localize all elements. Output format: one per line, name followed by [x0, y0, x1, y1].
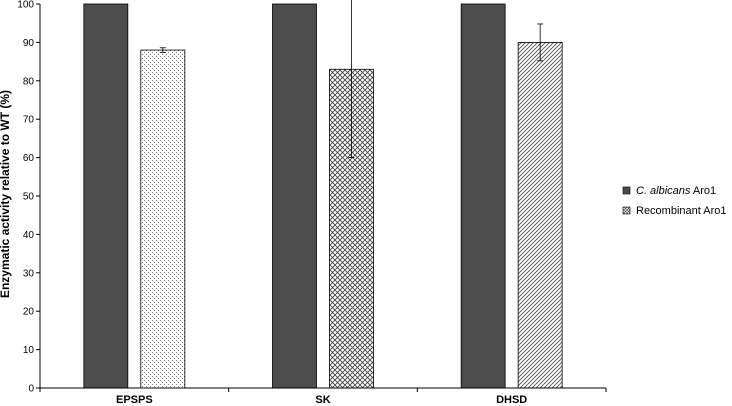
- x-axis: EPSPS SK DHSD: [39, 388, 607, 406]
- y-axis-label: Enzymatic activity relative to WT (%): [0, 90, 12, 298]
- y-tick-label: 10: [23, 345, 35, 356]
- legend-label-recombinant: Recombinant Aro1: [636, 205, 727, 217]
- y-tick-label: 30: [23, 268, 35, 279]
- y-tick-label: 100: [17, 0, 34, 11]
- bars: [83, 3, 563, 389]
- y-tick-label: 40: [23, 230, 35, 241]
- y-tick-label: 60: [23, 153, 35, 164]
- x-category-label: DHSD: [496, 394, 527, 406]
- x-category-label: SK: [315, 394, 330, 406]
- y-tick-label: 80: [23, 76, 35, 87]
- legend-swatch-recombinant: [622, 206, 631, 215]
- legend-label-albicans: C. albicans Aro1: [636, 185, 716, 197]
- bar-dhsd-series-0: [460, 3, 506, 389]
- y-tick-label: 70: [23, 115, 35, 126]
- bar-epsps-series-0: [83, 3, 129, 389]
- legend: C. albicans Aro1 Recombinant Aro1: [622, 185, 727, 217]
- error-bars: [159, 0, 544, 159]
- bar-dhsd-series-1: [517, 42, 563, 389]
- y-tick-label: 0: [28, 384, 34, 395]
- legend-swatch-albicans: [622, 186, 631, 195]
- y-tick-label: 50: [23, 192, 35, 203]
- bar-epsps-series-1: [140, 49, 186, 389]
- y-tick-label: 90: [23, 38, 35, 49]
- y-axis: 0 10 20 30 40 50 60 70 80 90 100: [17, 0, 40, 395]
- y-tick-label: 20: [23, 307, 35, 318]
- x-category-label: EPSPS: [116, 394, 153, 406]
- bar-sk-series-0: [272, 3, 317, 389]
